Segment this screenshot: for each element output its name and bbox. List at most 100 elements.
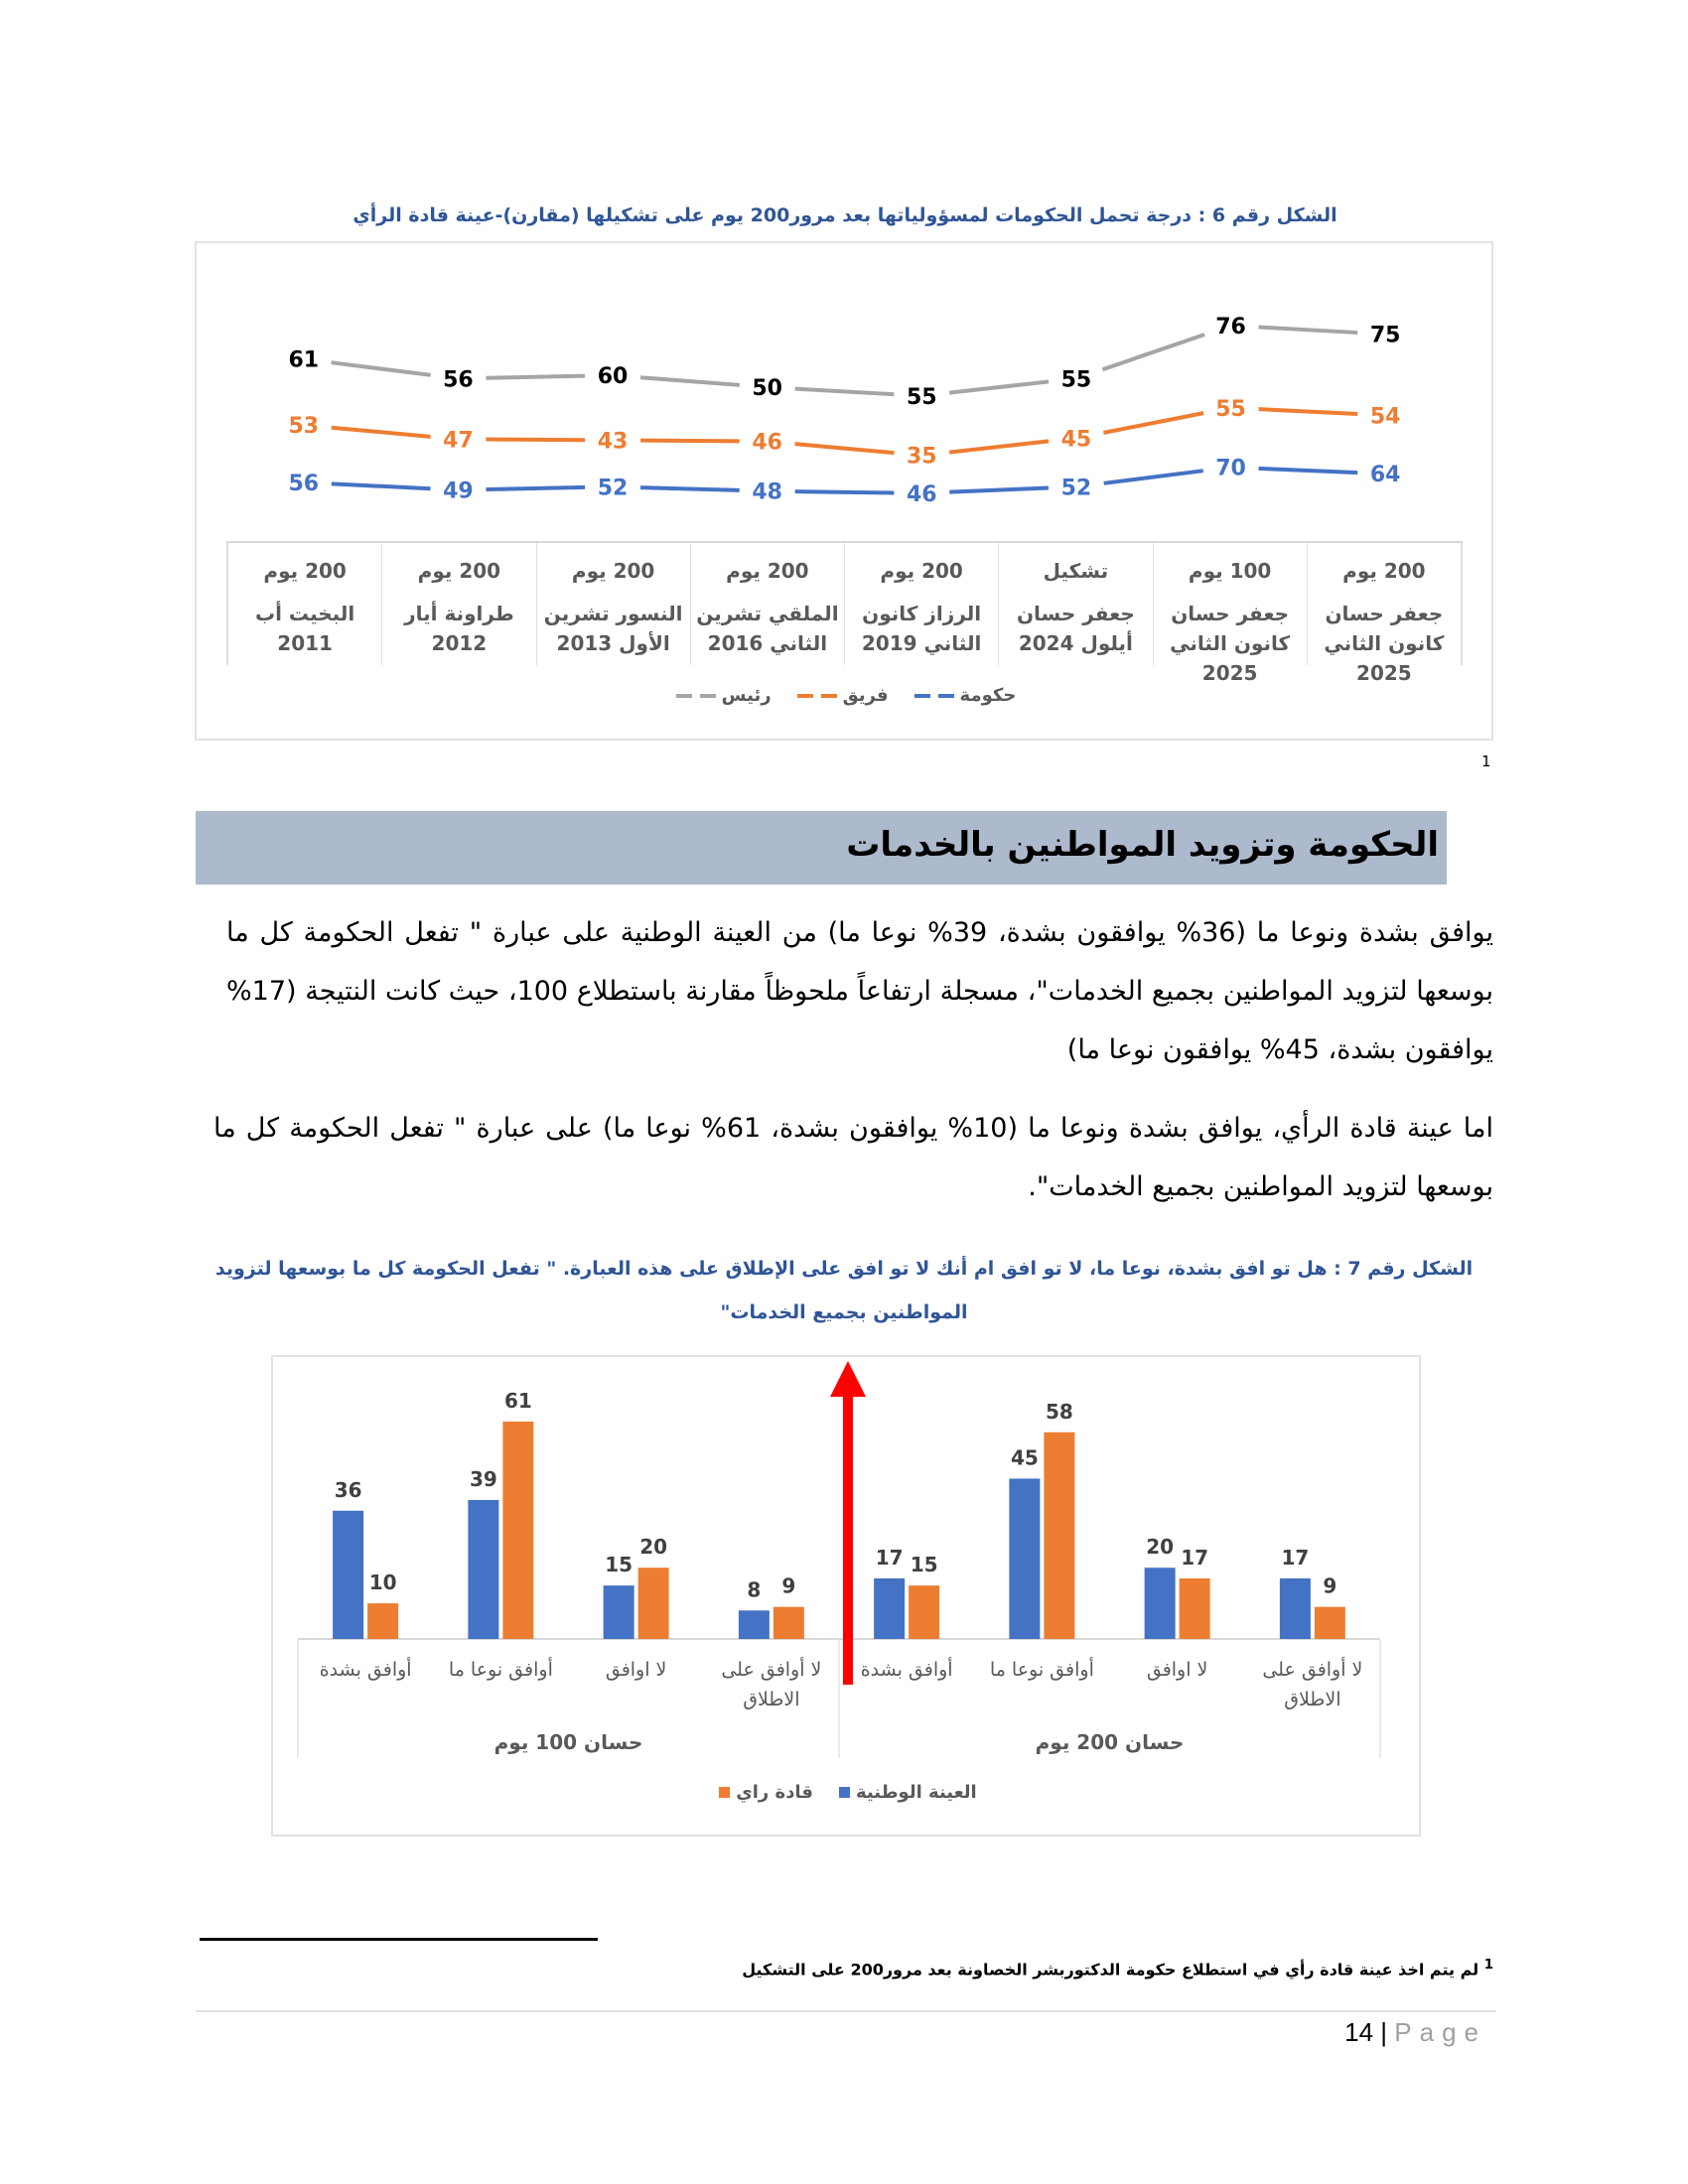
bar-national	[468, 1499, 499, 1639]
bar-value-label: 15	[605, 1553, 633, 1576]
data-label: 56	[443, 367, 474, 392]
line-segment-1	[486, 437, 586, 443]
bar-value-label: 8	[747, 1577, 761, 1601]
paragraph-1: يوافق بشدة ونوعا ما (36% يوافقون بشدة، 3…	[226, 917, 1493, 1065]
data-label: 47	[443, 428, 474, 453]
bar-leaders	[637, 1568, 669, 1639]
category-label: 200 يوم البخيت أب 2011	[226, 543, 381, 665]
line-segment-1	[1258, 407, 1358, 417]
data-label: 76	[1215, 315, 1246, 340]
footnote: 1 لم يتم اخذ عينة قادة رأي في استطلاع حك…	[496, 1958, 1493, 1979]
bar-value-label: 17	[876, 1546, 904, 1570]
bar-category-label: لا أوافق على الاطلاق	[1262, 1659, 1363, 1710]
bar-group-label: حسان 100 يوم	[493, 1730, 643, 1754]
bar-leaders	[367, 1603, 399, 1639]
category-line1: 200 يوم	[417, 559, 501, 583]
legend-label: حكومة	[959, 685, 1017, 706]
line-segment-2	[1258, 325, 1358, 336]
line-segment-1	[331, 425, 431, 439]
data-label: 75	[1370, 324, 1401, 348]
legend-item: رئيس	[675, 685, 772, 706]
category-line2: جعفر حسان أيلول 2024	[1016, 602, 1135, 655]
page-label: Page	[1394, 2017, 1486, 2047]
bar-category-label: أوافق بشدة	[860, 1659, 953, 1681]
footnote-number: 1	[1483, 1958, 1493, 1973]
data-label: 70	[1215, 457, 1246, 481]
bar-category-label: لا اوافق	[605, 1659, 667, 1681]
bar-leaders	[1179, 1577, 1210, 1639]
line-chart-legend: حكومة فريق رئيس	[197, 685, 1495, 706]
legend-line-marker	[796, 693, 837, 698]
bar-leaders	[502, 1422, 534, 1639]
category-line2: الرزاز كانون الثاني 2019	[861, 602, 982, 655]
data-label: 53	[289, 414, 320, 439]
bar-chart-container: 36 10 39 61 15 20 8 9 17 15 45 58 20 17 17 9 أوافق بشدة…	[271, 1355, 1421, 1837]
figure7-title: الشكل رقم 7 : هل تو افق بشدة، نوعا ما، ل…	[214, 1258, 1474, 1323]
legend-label: رئيس	[721, 685, 772, 706]
category-line1: 200 يوم	[1342, 559, 1426, 583]
bar-value-label: 20	[1146, 1535, 1174, 1559]
bar-national	[1279, 1577, 1311, 1639]
footer-rule	[196, 2010, 1496, 2012]
category-line2: جعفر حسان كانون الثاني 2025	[1170, 602, 1291, 685]
line-segment-2	[948, 379, 1050, 395]
bar-value-label: 58	[1046, 1400, 1073, 1424]
line-segment-1	[1103, 411, 1204, 435]
section-heading: الحكومة وتزويد المواطنين بالخدمات	[846, 825, 1439, 865]
bar-value-label: 45	[1011, 1445, 1039, 1469]
line-segment-0	[794, 489, 895, 495]
red-arrow-shaft	[843, 1391, 853, 1685]
bar-leaders	[773, 1606, 804, 1639]
category-line2: النسور تشرين الأول 2013	[543, 602, 683, 655]
data-label: 46	[907, 482, 937, 507]
bar-national	[603, 1585, 634, 1639]
data-label: 61	[289, 348, 320, 373]
bar-group-label: حسان 200 يوم	[1035, 1730, 1185, 1754]
line-segment-0	[331, 481, 431, 491]
paragraph-2: اما عينة قادة الرأي، يوافق بشدة ونوعا ما…	[213, 1113, 1493, 1202]
bar-leaders	[1314, 1606, 1345, 1639]
category-label: 200 يوم طراونة أيار 2012	[381, 543, 535, 665]
category-line2: البخيت أب 2011	[255, 602, 355, 655]
legend-square-marker	[719, 1787, 731, 1798]
legend-label: قادة راي	[736, 1782, 813, 1803]
data-label: 55	[1215, 397, 1246, 422]
line-segment-1	[794, 442, 895, 456]
data-label: 48	[752, 480, 782, 505]
line-chart-container: 56 49 52 48 46 52 70 64 53 47 43 46 35 45 55 54 61 56 60 50…	[195, 241, 1493, 741]
bar-value-label: 10	[369, 1570, 397, 1594]
category-axis: 200 يوم البخيت أب 2011 200 يوم طراونة أيار …	[226, 541, 1463, 685]
bar-category-label: أوافق نوعا ما	[448, 1659, 553, 1681]
bar-national	[738, 1610, 770, 1639]
line-segment-1	[640, 438, 740, 444]
category-label: 100 يوم جعفر حسان كانون الثاني 2025	[1152, 543, 1307, 685]
bar-value-label: 17	[1181, 1546, 1208, 1570]
data-label: 52	[1061, 476, 1092, 500]
data-label: 52	[598, 476, 629, 500]
category-label: 200 يوم النسور تشرين الأول 2013	[535, 543, 690, 665]
line-segment-2	[331, 360, 431, 377]
bar-national	[1144, 1568, 1176, 1639]
category-label: 200 يوم الملقي تشرين الثاني 2016	[689, 543, 844, 665]
category-label: 200 يوم جعفر حسان كانون الثاني 2025	[1306, 543, 1463, 685]
red-arrow-head-icon	[830, 1361, 866, 1397]
data-label: 64	[1370, 463, 1401, 487]
bar-category-label: أوافق نوعا ما	[989, 1659, 1094, 1681]
bar-category-label: لا أوافق على الاطلاق	[721, 1659, 822, 1710]
legend-item: حكومة	[914, 685, 1017, 706]
bar-value-label: 9	[781, 1574, 795, 1598]
data-label: 45	[1061, 427, 1092, 452]
data-label: 35	[907, 445, 937, 470]
bar-value-label: 20	[639, 1535, 667, 1559]
category-line1: تشكيل	[1043, 559, 1109, 583]
bar-category-label: أوافق بشدة	[319, 1659, 412, 1681]
data-label: 43	[598, 429, 629, 454]
line-chart-plot: 56 49 52 48 46 52 70 64 53 47 43 46 35 45 55 54 61 56 60 50…	[289, 315, 1401, 507]
data-label: 54	[1370, 404, 1401, 429]
line-segment-0	[639, 485, 740, 492]
line-segment-1	[948, 439, 1050, 455]
data-label: 56	[289, 472, 320, 496]
category-label: تشكيل جعفر حسان أيلول 2024	[998, 543, 1152, 665]
category-line2: جعفر حسان كانون الثاني 2025	[1324, 602, 1445, 685]
